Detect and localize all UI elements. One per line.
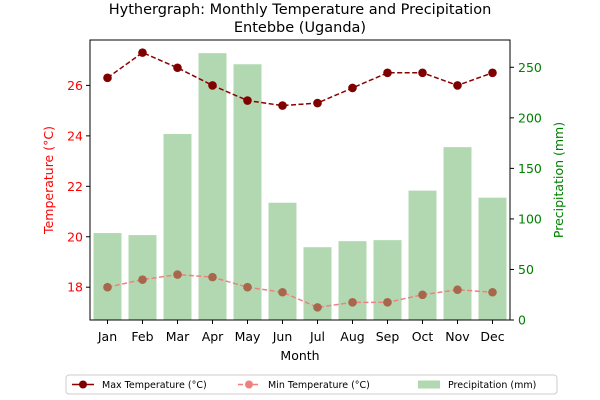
y-left-tick-label: 22 [67, 179, 83, 194]
max-temp-point [243, 96, 252, 105]
temperature-lines [103, 48, 497, 312]
legend-label: Max Temperature (°C) [102, 380, 207, 391]
precipitation-bar [268, 202, 297, 320]
x-tick-label: Feb [131, 329, 153, 344]
min-temp-point [173, 270, 182, 279]
x-tick-label: May [235, 329, 261, 344]
max-temp-point [138, 48, 147, 57]
precipitation-bar [443, 147, 472, 320]
max-temp-point [208, 81, 217, 90]
x-tick-label: Nov [445, 329, 470, 344]
min-temp-point [488, 287, 497, 297]
precipitation-bar [408, 190, 437, 320]
precipitation-bar [373, 240, 402, 320]
max-temp-point [173, 63, 182, 73]
chart-subtitle: Entebbe (Uganda) [234, 20, 366, 36]
max-temp-point [278, 101, 287, 110]
x-axis-label: Month [280, 348, 319, 363]
plot-frame [89, 39, 511, 321]
x-tick-label: Mar [166, 329, 190, 344]
x-tick-label: Aug [340, 329, 364, 344]
y-right-tick-label: 250 [518, 60, 542, 75]
legend: Max Temperature (°C) Min Temperature (°C)… [65, 374, 558, 395]
min-temp-point [453, 285, 462, 295]
x-tick-label: Sep [376, 329, 400, 344]
min-temp-point [103, 282, 112, 292]
min-temp-point [418, 290, 427, 300]
y-left-tick-label: 20 [67, 229, 83, 244]
y-axis-right-label: Precipitation (mm) [551, 122, 566, 238]
y-right-tick-label: 100 [518, 211, 542, 226]
max-temp-point [103, 73, 112, 83]
legend-label: Precipitation (mm) [448, 380, 536, 391]
min-temp-point [208, 272, 217, 282]
max-temp-point [453, 81, 462, 90]
x-tick-label: Apr [202, 329, 224, 344]
y-right-tick-label: 0 [518, 313, 526, 328]
min-temp-point [278, 287, 287, 297]
precipitation-bar [93, 233, 122, 320]
max-temp-point [418, 68, 427, 78]
min-temp-point [313, 303, 322, 312]
x-tick-label: Jul [309, 329, 325, 344]
precipitation-bars [93, 53, 507, 321]
precipitation-bar [163, 134, 192, 320]
max-temp-point [383, 68, 392, 78]
precipitation-bar [233, 64, 262, 321]
y-right-tick-label: 150 [518, 161, 542, 176]
precipitation-bar [338, 241, 367, 320]
y-left-tick-label: 18 [67, 280, 83, 295]
legend-marker [79, 380, 87, 389]
min-temp-point [348, 298, 357, 307]
min-temp-point [138, 275, 147, 284]
legend-label: Min Temperature (°C) [268, 380, 370, 391]
legend-marker [245, 380, 253, 389]
min-temp-line [107, 273, 493, 309]
max-temp-point [488, 68, 497, 78]
y-left-tick-label: 26 [67, 78, 83, 93]
x-tick-label: Oct [412, 329, 434, 344]
legend-box [65, 374, 558, 395]
x-tick-label: Jan [97, 329, 117, 344]
chart-axes: Jan Feb Mar Apr May Jun Jul Aug Sep Oct Nov Dec 18 20… [67, 39, 542, 344]
x-tick-label: Dec [480, 329, 504, 344]
y-left-tick-label: 24 [67, 128, 83, 143]
y-right-tick-label: 200 [518, 110, 542, 125]
min-temp-point [383, 298, 392, 307]
precipitation-bar [478, 197, 507, 320]
min-temp-point [243, 282, 252, 292]
max-temp-point [313, 98, 322, 108]
y-right-tick-label: 50 [518, 262, 534, 277]
legend-bar-swatch [418, 380, 440, 389]
x-tick-label: Jun [272, 329, 293, 344]
chart-title: Hythergraph: Monthly Temperature and Pre… [109, 2, 492, 18]
y-axis-left-label: Temperature (°C) [41, 126, 56, 235]
max-temp-line [107, 51, 493, 107]
max-temp-point [348, 83, 357, 93]
